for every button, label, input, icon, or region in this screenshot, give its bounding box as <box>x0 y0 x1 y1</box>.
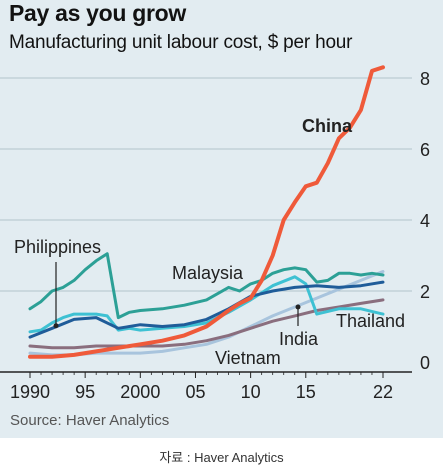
chart-panel <box>0 0 443 438</box>
series-label-china: China <box>302 116 353 136</box>
series-label-vietnam: Vietnam <box>215 348 281 368</box>
x-tick-label: 10 <box>241 382 261 402</box>
india-leader-dot <box>295 304 301 310</box>
series-line-india <box>28 298 385 350</box>
series-label-philippines: Philippines <box>14 237 101 257</box>
x-tick-label: 95 <box>75 382 95 402</box>
x-tick-label: 2000 <box>120 382 160 402</box>
x-tick-label: 05 <box>185 382 205 402</box>
y-tick-label: 6 <box>420 140 430 160</box>
x-tick-label: 15 <box>296 382 316 402</box>
philippines-leader-dot <box>53 323 59 329</box>
series-line-thailand <box>28 275 385 334</box>
series-line-philippines <box>28 280 385 339</box>
chart-subtitle: Manufacturing unit labour cost, $ per ho… <box>9 32 353 53</box>
series-label-malaysia: Malaysia <box>172 263 244 283</box>
x-tick-label: 22 <box>373 382 393 402</box>
y-tick-label: 4 <box>420 211 430 231</box>
chart-title: Pay as you grow <box>9 0 187 26</box>
x-tick-label: 1990 <box>10 382 50 402</box>
series-line-china <box>28 65 385 359</box>
source-note: Source: Haver Analytics <box>10 412 170 429</box>
y-tick-label: 2 <box>420 282 430 302</box>
series-label-india: India <box>279 329 319 349</box>
series-line-malaysia <box>28 252 385 320</box>
image-caption: 자료 : Haver Analytics <box>159 450 284 465</box>
y-tick-label: 0 <box>420 353 430 373</box>
series-label-thailand: Thailand <box>336 311 405 331</box>
line-chart: 0 2 4 6 8 1990 95 2000 05 10 15 22 China Philippines M… <box>0 65 430 402</box>
y-tick-label: 8 <box>420 69 430 89</box>
